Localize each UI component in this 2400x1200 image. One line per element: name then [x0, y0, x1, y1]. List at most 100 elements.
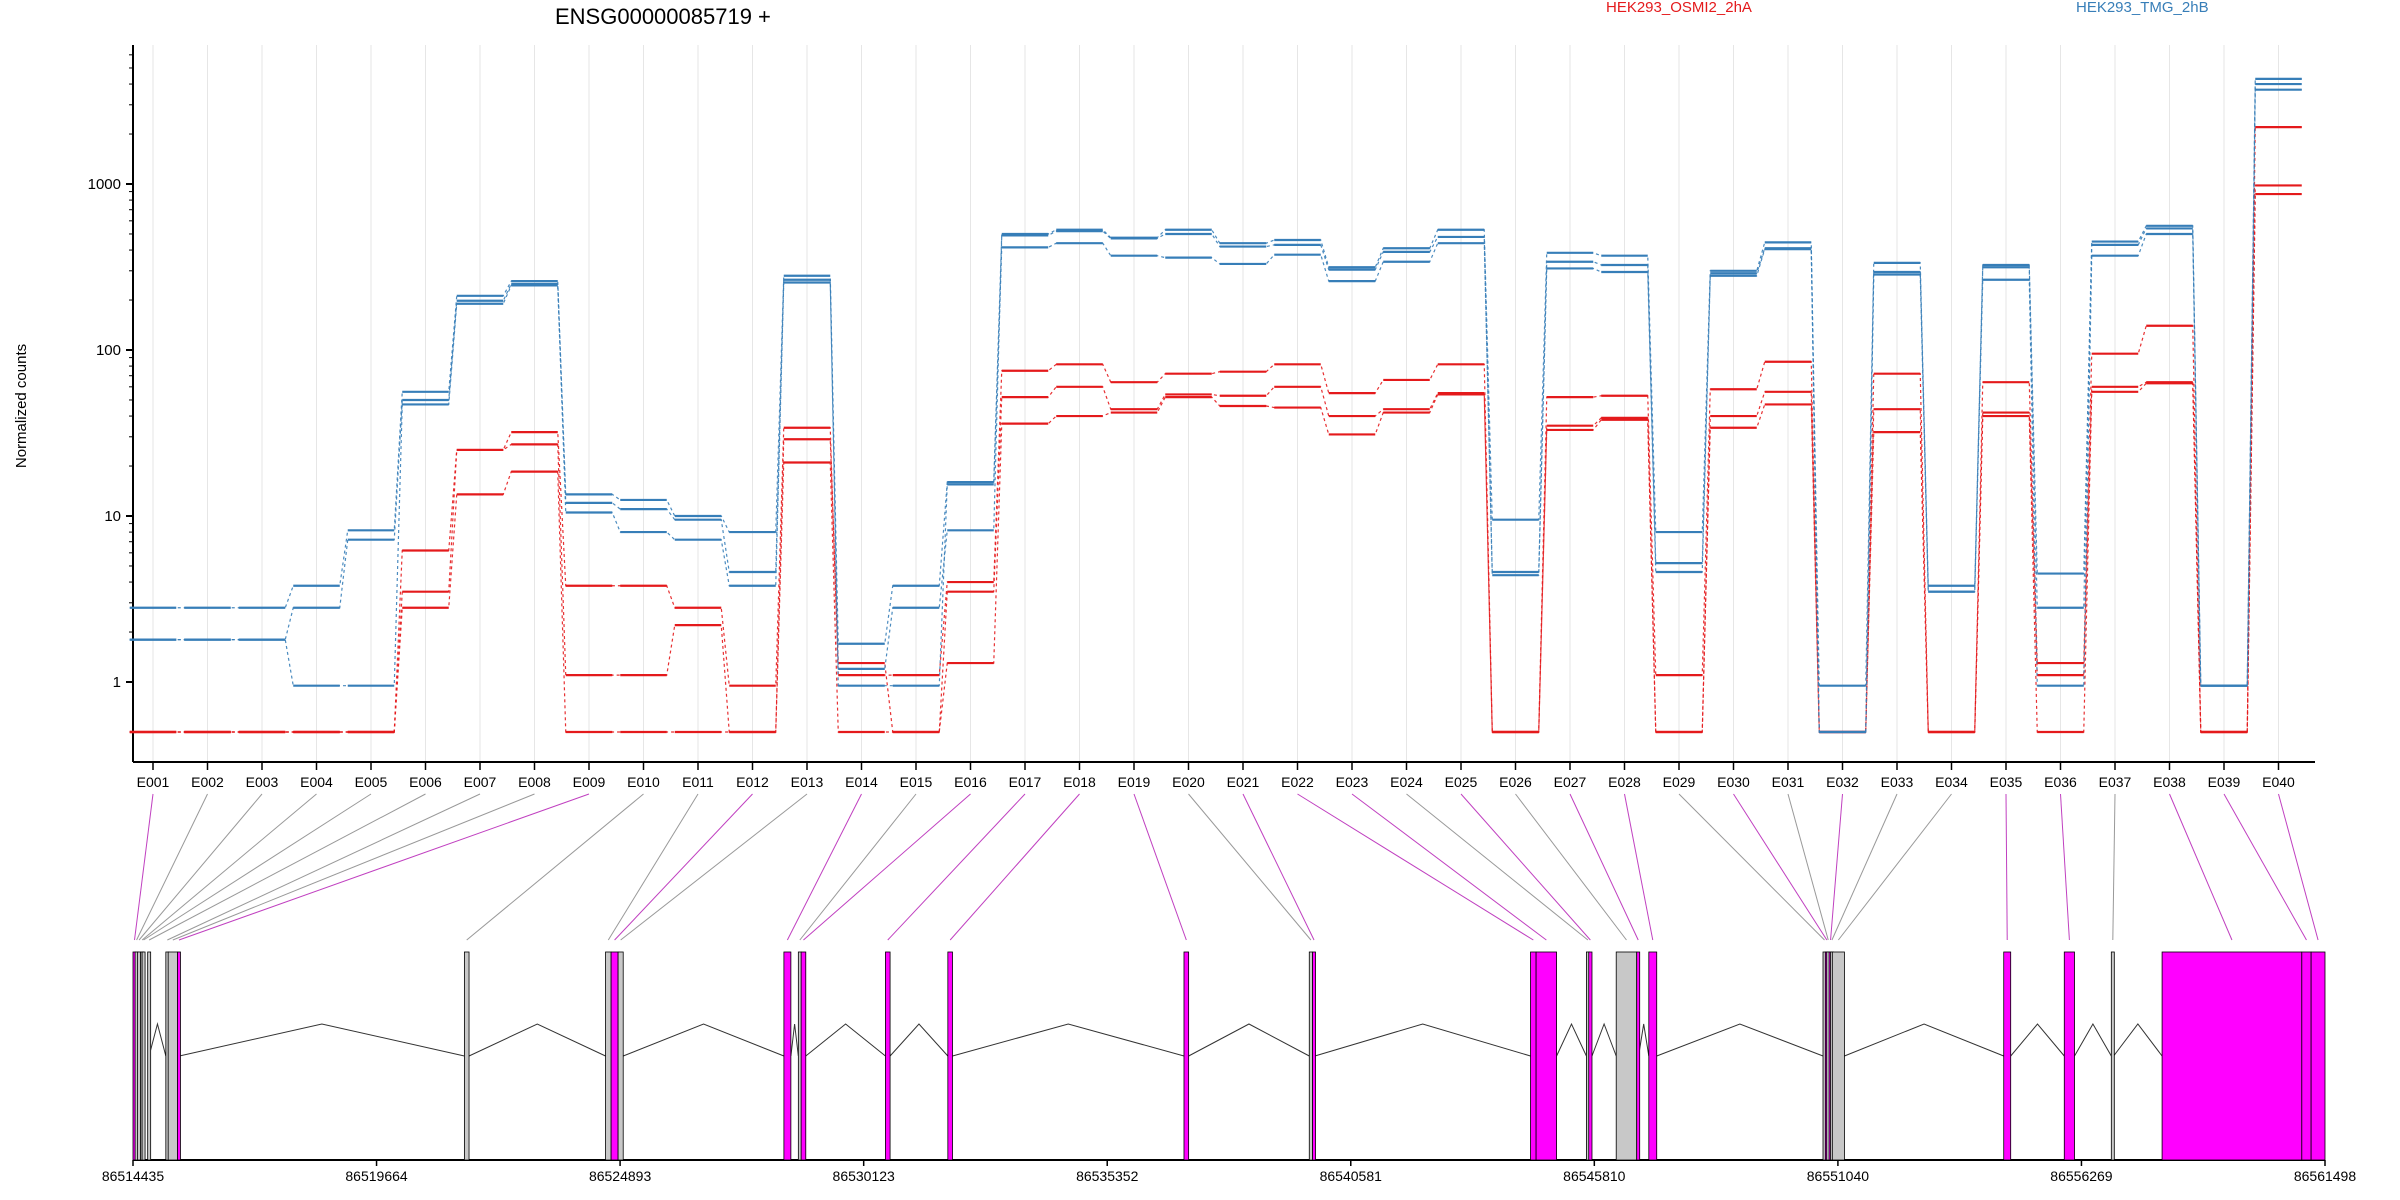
exon-block	[783, 951, 792, 1161]
intron-line	[889, 1023, 949, 1057]
exon-connector	[607, 793, 699, 941]
exon-block	[1312, 951, 1316, 1161]
intron-line	[468, 1023, 606, 1057]
series-connector	[129, 89, 2302, 733]
exon-connector	[1830, 793, 1843, 941]
exon-label: E011	[682, 774, 714, 790]
exon-block	[617, 951, 624, 1161]
exon-label: E020	[1172, 774, 1205, 790]
intron-line	[623, 1023, 785, 1057]
series-connector	[129, 184, 2302, 733]
y-tick-label: 1000	[88, 176, 121, 193]
series-connector	[129, 78, 2302, 687]
legend-label-condition-b: HEK293_TMG_2hB	[2076, 0, 2209, 16]
exon-label: E019	[1118, 774, 1151, 790]
series-connector	[129, 126, 2302, 733]
y-tick-label: 1	[113, 674, 121, 691]
exon-connector	[620, 793, 808, 941]
exon-label: E008	[518, 774, 551, 790]
exon-connector	[167, 793, 481, 941]
exon-block	[147, 951, 152, 1161]
exon-label: E023	[1336, 774, 1369, 790]
intron-line	[1314, 1023, 1531, 1057]
intron-line	[179, 1023, 465, 1057]
exon-block	[2003, 951, 2012, 1161]
exon-connector	[1733, 793, 1828, 941]
exon-connector	[143, 793, 372, 941]
exon-block	[1648, 951, 1658, 1161]
count-series	[129, 77, 2302, 734]
exon-connector	[2112, 793, 2116, 941]
exon-label: E028	[1608, 774, 1641, 790]
exon-label: E001	[137, 774, 170, 790]
exon-label: E018	[1063, 774, 1096, 790]
exon-block	[947, 951, 953, 1161]
exon-block	[177, 951, 181, 1161]
exon-label: E002	[191, 774, 224, 790]
exon-label: E036	[2044, 774, 2077, 790]
coordinate-label: 86514435	[102, 1168, 165, 1184]
series-line	[129, 77, 2302, 687]
intron-line	[1638, 1023, 1650, 1057]
exon-connector	[1406, 793, 1589, 941]
exon-label: E026	[1499, 774, 1532, 790]
intron-line	[952, 1023, 1185, 1057]
exon-label: E034	[1935, 774, 1968, 790]
exon-connector	[1242, 793, 1315, 941]
vertical-gridlines	[152, 45, 2279, 762]
exon-label: E017	[1009, 774, 1042, 790]
exon-block	[2161, 951, 2303, 1161]
exon-label: E003	[246, 774, 279, 790]
exon-block	[1615, 951, 1638, 1161]
exon-connector	[1831, 793, 1898, 941]
exon-block	[2063, 951, 2075, 1161]
exon-label: E004	[300, 774, 333, 790]
y-axis-label: Normalized counts	[13, 344, 30, 468]
exon-connector	[1787, 793, 1829, 941]
exon-label: E015	[900, 774, 933, 790]
plot-axes: 1 10 100 1000 E001 E002 E003 E004 E005 E006 E007 E0…	[88, 45, 2315, 790]
exon-label: E040	[2262, 774, 2295, 790]
exon-label: E024	[1390, 774, 1423, 790]
exon-label: E022	[1281, 774, 1314, 790]
exon-connector	[141, 793, 317, 941]
exon-connector	[1515, 793, 1627, 941]
exon-label: E021	[1227, 774, 1260, 790]
exon-connector	[887, 793, 1026, 941]
exon-label: E014	[845, 774, 878, 790]
intron-line	[1656, 1023, 1824, 1057]
exon-connector	[799, 793, 917, 941]
exon-label: E016	[954, 774, 987, 790]
exon-connector	[136, 793, 208, 941]
exon-label: E031	[1772, 774, 1805, 790]
intron-line	[148, 1022, 167, 1057]
exon-label: E007	[464, 774, 497, 790]
exon-connector	[1678, 793, 1825, 941]
exon-block	[2110, 951, 2115, 1161]
exon-block	[2301, 951, 2312, 1161]
series-line	[129, 88, 2302, 734]
exon-label: E032	[1826, 774, 1859, 790]
exon-label: E009	[573, 774, 606, 790]
exon-block	[167, 951, 178, 1161]
exon-connector	[178, 793, 590, 941]
intron-line	[1591, 1022, 1617, 1057]
exon-label: E012	[736, 774, 769, 790]
exon-connector	[1837, 793, 1952, 941]
y-tick-label: 10	[104, 508, 121, 525]
exon-label: E037	[2099, 774, 2132, 790]
exon-block	[141, 951, 146, 1161]
exon-block	[1530, 951, 1537, 1161]
exon-label: E039	[2208, 774, 2241, 790]
exon-connector	[466, 793, 644, 941]
intron-line	[2074, 1022, 2112, 1057]
exon-label: E038	[2153, 774, 2186, 790]
coordinate-label: 86551040	[1807, 1168, 1870, 1184]
exon-block	[1588, 951, 1593, 1161]
exon-block	[1831, 951, 1845, 1161]
exon-label: E006	[409, 774, 442, 790]
coordinate-label: 86524893	[589, 1168, 652, 1184]
exon-connector	[172, 793, 535, 941]
series-line	[129, 192, 2302, 734]
exon-connector	[138, 793, 263, 941]
